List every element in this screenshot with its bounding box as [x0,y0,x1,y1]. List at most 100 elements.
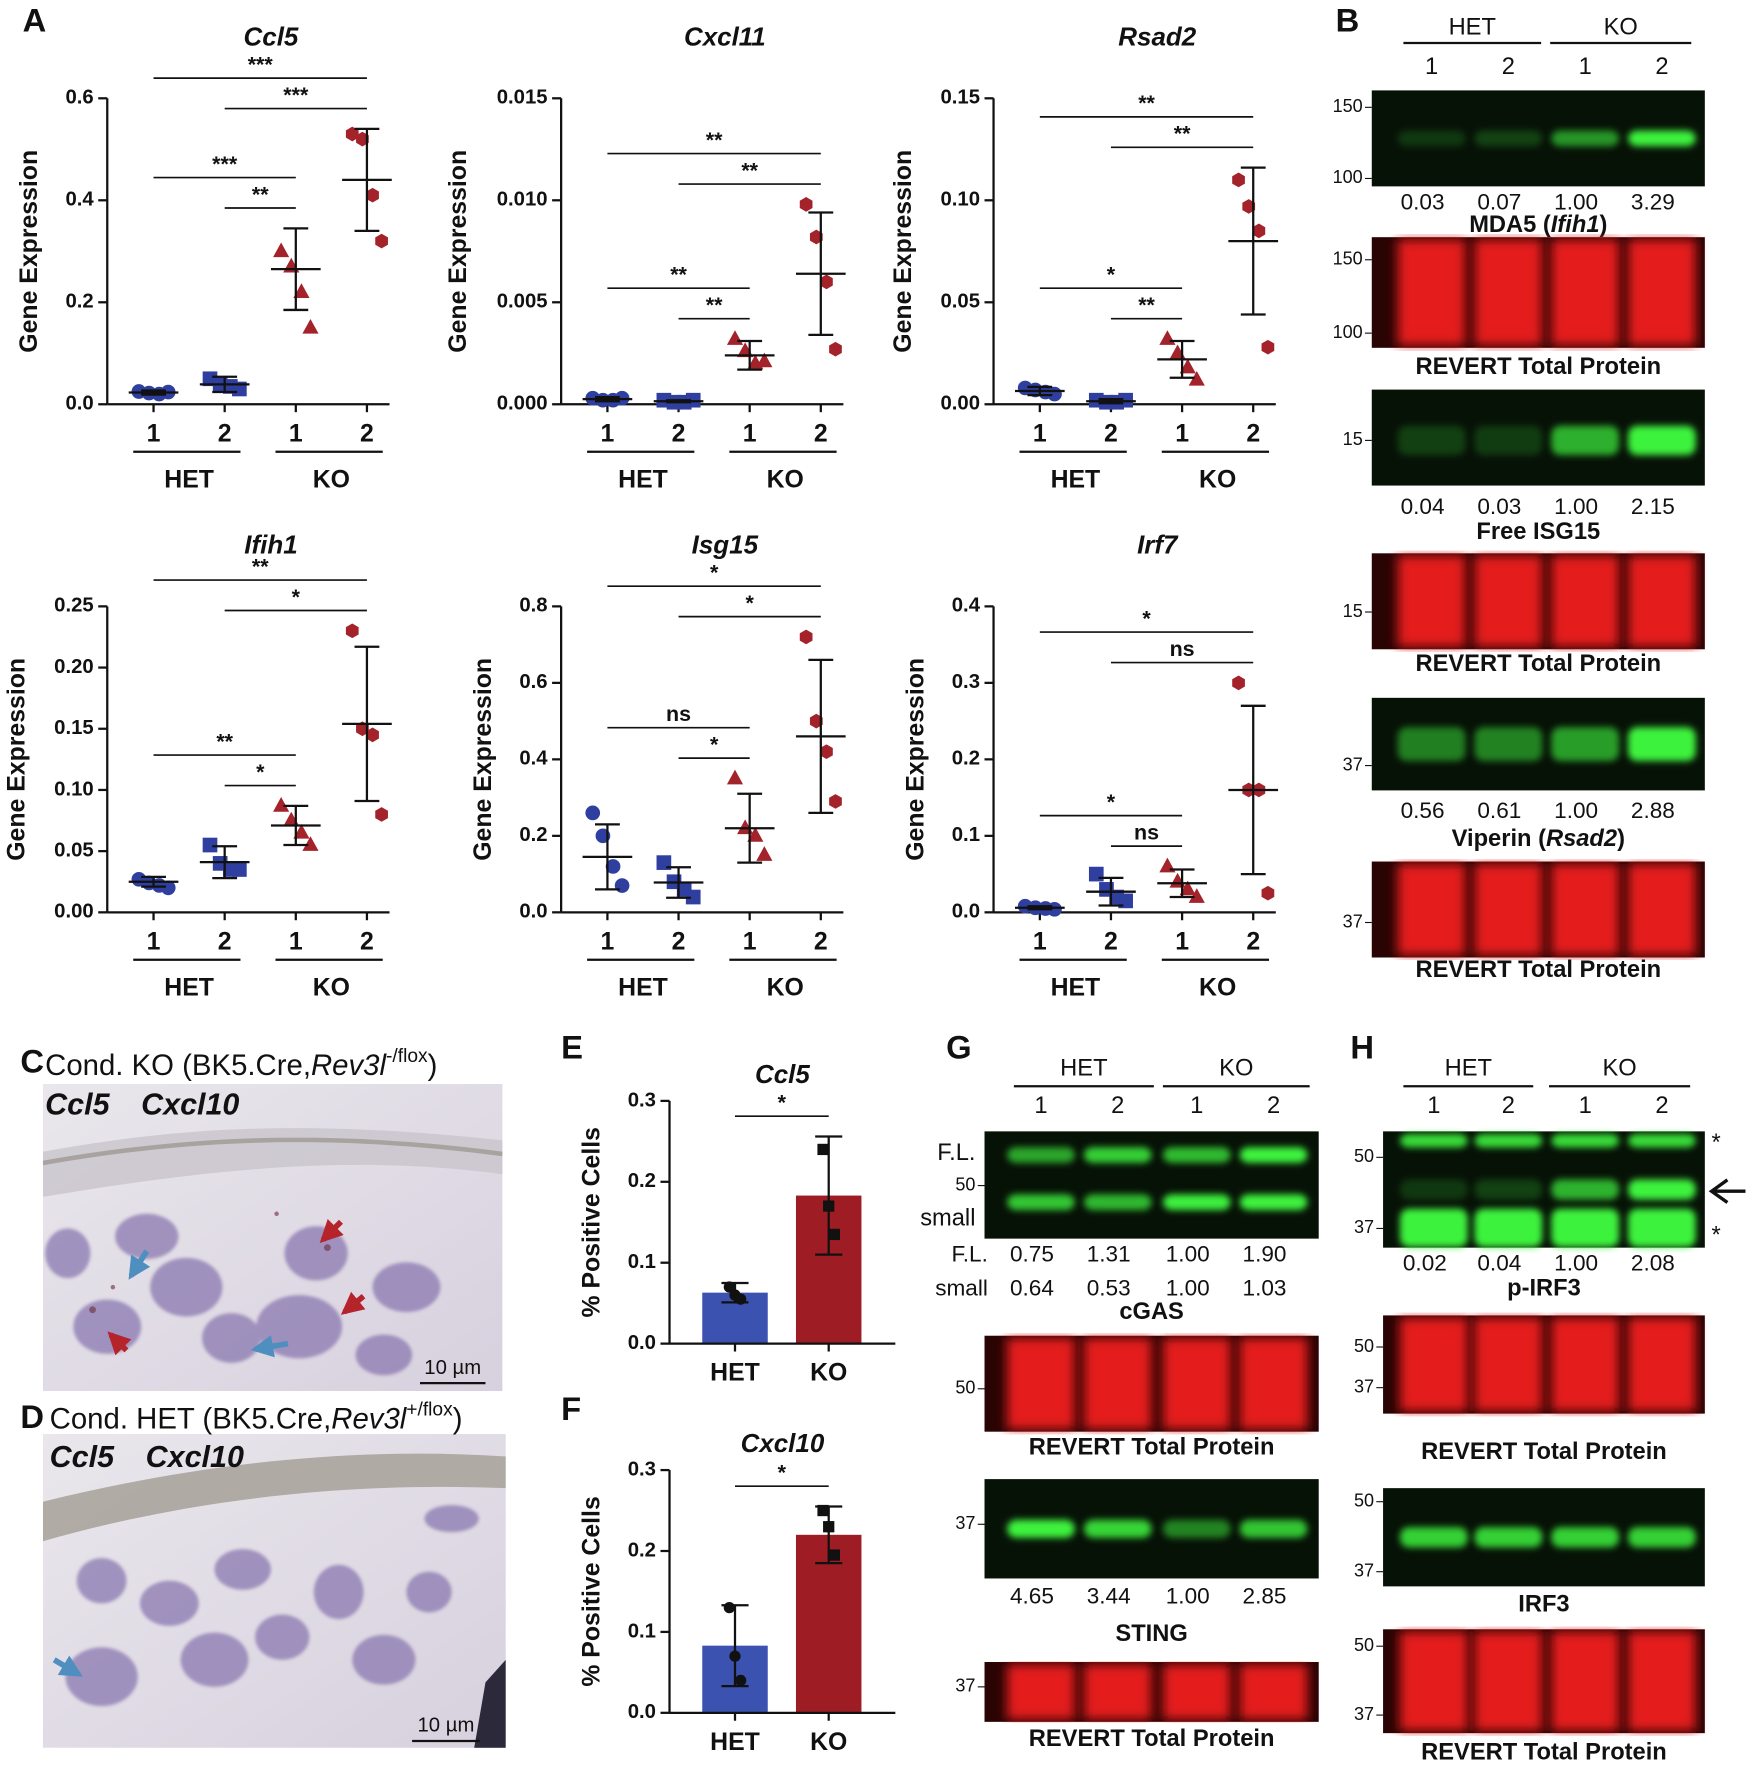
panel-letter: F [561,1390,581,1427]
quantification: 3.29 [1631,189,1675,214]
caption-part: Viperin ( [1452,826,1546,852]
caption-part: REVERT Total Protein [1415,957,1661,983]
point [823,1200,835,1212]
lane-stain [1628,1631,1696,1731]
band [1083,1147,1152,1163]
point [1179,358,1196,374]
size-marker: 100 [1333,167,1363,187]
scale-bar-label: 10 µm [424,1357,481,1379]
point [273,797,290,812]
lane-stain [1162,1337,1231,1430]
quantification: 1.03 [1243,1275,1287,1300]
band [1239,1519,1308,1538]
point [302,836,319,851]
x-tick-label: KO [810,1729,847,1756]
lane-stain [1162,1664,1231,1720]
band [1397,425,1466,456]
title-part: Rev3l [331,1402,408,1435]
point [1252,223,1266,239]
point [232,862,247,877]
caption-part: REVERT Total Protein [1415,651,1661,677]
x-tick-label: 2 [218,928,232,955]
x-tick-label: 2 [672,928,686,955]
point [366,727,379,743]
blot-green [984,1479,1319,1579]
x-tick-label: 1 [289,420,303,447]
lane-label: 1 [1425,54,1438,80]
size-marker: 50 [1354,1336,1374,1356]
lane-stain [1628,239,1696,346]
band [1239,1147,1308,1163]
blot-red [1371,553,1705,650]
significance-label: * [292,585,301,609]
band [1551,1133,1620,1148]
quantification: 1.31 [1087,1242,1131,1267]
y-tick-label: 0.3 [628,1458,656,1480]
caption-part: REVERT Total Protein [1029,1726,1275,1752]
x-tick-label: 2 [672,420,686,447]
band [1162,1147,1231,1163]
title-part: ) [428,1049,438,1082]
point [828,1549,840,1561]
group-label: KO [1604,15,1638,41]
group-label: HET [1445,1056,1492,1082]
lane-stain [1551,555,1620,648]
point [1261,339,1275,355]
blot-caption: REVERT Total Protein [1421,1740,1667,1766]
point [823,1521,835,1533]
group-label: HET [1051,467,1101,494]
lane-label: 1 [1034,1093,1047,1119]
lane-stain [1551,863,1620,956]
size-marker: 37 [1354,1560,1374,1580]
quant-row-label: small [935,1275,988,1300]
size-marker: 37 [1354,1217,1374,1237]
band [1628,130,1696,147]
chart-title: Rsad2 [1118,21,1196,51]
y-tick-label: 0.10 [54,778,94,800]
y-tick-label: 0.05 [940,291,980,313]
point [366,187,379,203]
panel-letter: C [20,1042,44,1079]
quantification: 0.07 [1477,189,1521,214]
significance-label: *** [212,152,238,176]
micrograph-ko [42,1083,503,1392]
lane-stain [1397,555,1466,648]
group-label: KO [1602,1056,1636,1082]
band [1551,1179,1620,1200]
band [1239,1194,1308,1211]
lane-stain [1628,863,1696,956]
lane-stain [1474,555,1543,648]
band [1007,1519,1075,1538]
blot-caption: Viperin (Rsad2) [1452,826,1625,852]
micrograph-het [42,1433,506,1748]
chart-title: Ccl5 [244,21,299,51]
caption-part: p-IRF3 [1507,1276,1581,1302]
band [1628,1133,1696,1148]
probe-label: Cxcl10 [146,1440,244,1474]
point [799,629,813,645]
point [293,283,310,298]
quantification: 2.85 [1243,1584,1287,1609]
caption-part: ) [1600,212,1608,238]
lane-label: 2 [1655,54,1668,80]
y-tick-label: 0.00 [940,393,980,415]
size-marker: 37 [1354,1704,1374,1724]
band [1551,130,1620,147]
caption-part: REVERT Total Protein [1421,1439,1667,1465]
caption-part: Rsad2 [1546,826,1617,852]
point [283,811,300,827]
group-label: HET [1060,1056,1107,1082]
point [356,721,369,737]
significance-label: ns [666,702,691,726]
point [1188,370,1205,386]
group-label: HET [164,975,214,1002]
significance-label: ** [706,293,723,317]
band [1474,1133,1543,1148]
size-marker: 50 [1354,1490,1374,1510]
panel-letter: H [1350,1029,1374,1066]
y-tick-label: 0.2 [65,291,93,313]
blot-caption: MDA5 (Ifih1) [1469,212,1607,238]
lane-stain [1007,1664,1075,1720]
lane-label: 1 [1190,1093,1203,1119]
blot-caption: REVERT Total Protein [1421,1439,1667,1465]
